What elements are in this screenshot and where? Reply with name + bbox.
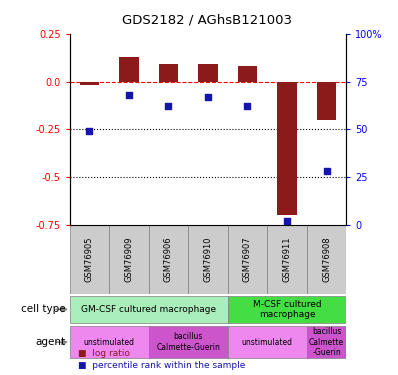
Bar [80, 82, 99, 86]
Text: GSM76909: GSM76909 [125, 237, 133, 282]
Text: bacillus
Calmette-Guerin: bacillus Calmette-Guerin [156, 333, 220, 352]
Point [244, 104, 251, 110]
Text: GSM76908: GSM76908 [322, 237, 331, 282]
Bar [70, 225, 109, 294]
Bar [70, 296, 228, 323]
Text: M-CSF cultured
macrophage: M-CSF cultured macrophage [253, 300, 321, 319]
Text: GSM76907: GSM76907 [243, 237, 252, 282]
Bar [228, 296, 346, 323]
Bar [70, 326, 149, 358]
Bar [238, 66, 258, 82]
Point [323, 168, 330, 174]
Text: GDS2182 / AGhsB121003: GDS2182 / AGhsB121003 [122, 13, 292, 26]
Text: bacillus
Calmette
-Guerin: bacillus Calmette -Guerin [309, 327, 344, 357]
Text: GSM76906: GSM76906 [164, 237, 173, 282]
Bar [228, 225, 267, 294]
Bar [307, 326, 346, 358]
Bar [149, 326, 228, 358]
Text: GSM76910: GSM76910 [203, 237, 213, 282]
Point [205, 94, 211, 100]
Bar [119, 57, 139, 82]
Point [126, 92, 132, 98]
Text: unstimulated: unstimulated [84, 338, 135, 346]
Text: unstimulated: unstimulated [242, 338, 293, 346]
Point [86, 128, 93, 134]
Text: GM-CSF cultured macrophage: GM-CSF cultured macrophage [81, 305, 216, 314]
Bar [317, 82, 336, 120]
Bar [228, 326, 307, 358]
Bar [109, 225, 149, 294]
Bar [277, 82, 297, 215]
Bar [198, 64, 218, 82]
Bar [149, 225, 188, 294]
Bar [267, 225, 307, 294]
Text: cell type: cell type [21, 304, 66, 314]
Text: agent: agent [35, 337, 66, 347]
Text: GSM76905: GSM76905 [85, 237, 94, 282]
Text: ■  log ratio: ■ log ratio [78, 349, 130, 358]
Bar [158, 64, 178, 82]
Text: GSM76911: GSM76911 [283, 237, 291, 282]
Text: ■  percentile rank within the sample: ■ percentile rank within the sample [78, 361, 245, 370]
Point [165, 104, 172, 110]
Bar [307, 225, 346, 294]
Point [284, 218, 290, 224]
Bar [188, 225, 228, 294]
